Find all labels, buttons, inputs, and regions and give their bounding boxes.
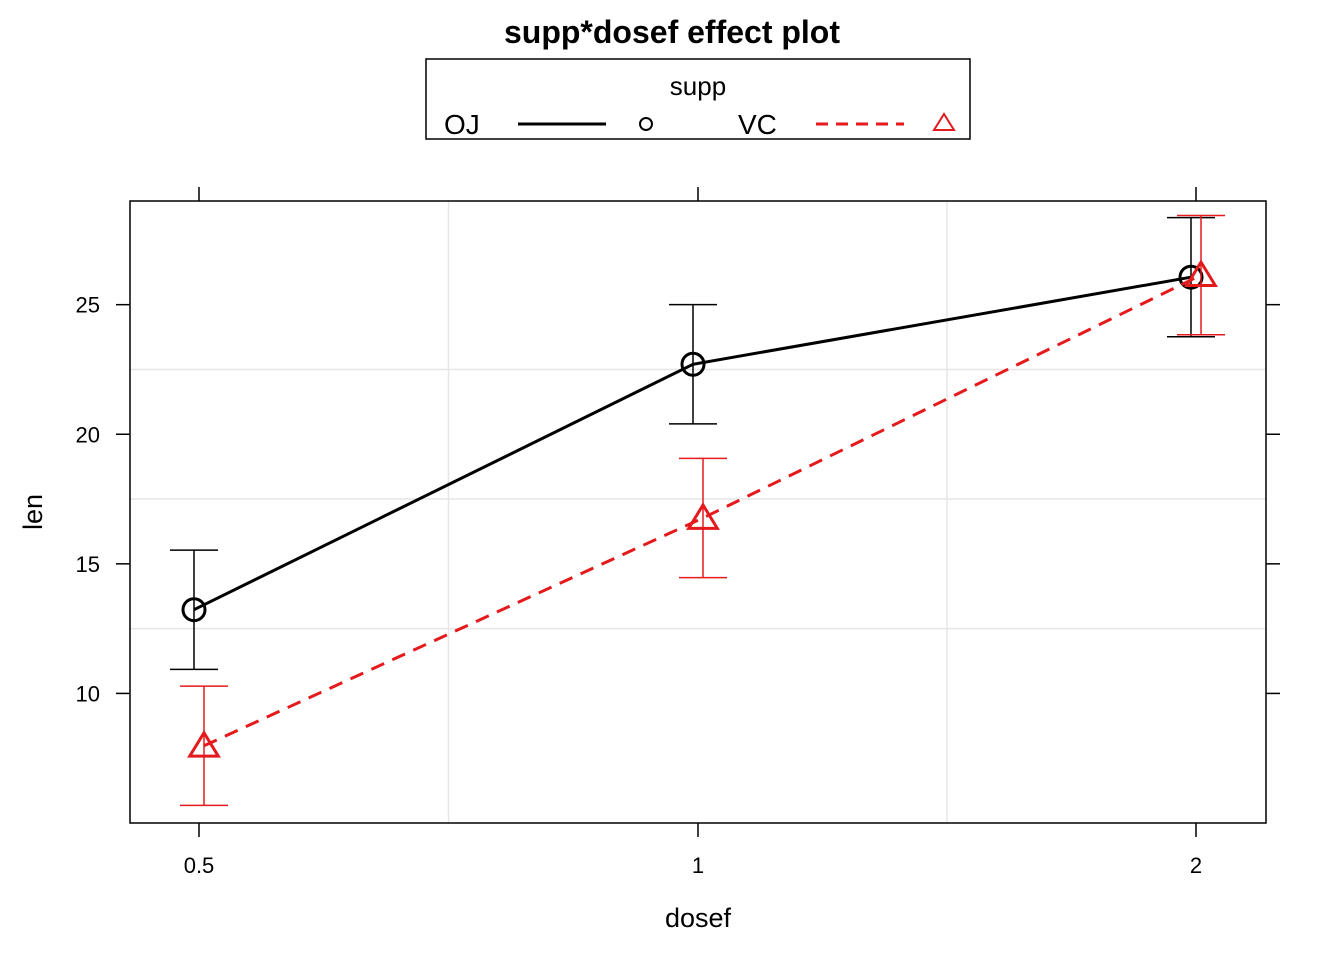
data-point-circle-icon xyxy=(680,351,706,377)
chart-title: supp*dosef effect plot xyxy=(504,14,840,50)
data-point-circle-icon xyxy=(1178,264,1204,290)
data-point-triangle-icon xyxy=(686,502,720,530)
y-tick-label: 10 xyxy=(76,681,100,706)
legend-box xyxy=(425,58,971,140)
data-point-triangle-icon xyxy=(1184,259,1218,288)
x-tick-label: 1 xyxy=(692,853,704,878)
series-vc xyxy=(180,214,1225,807)
series-oj xyxy=(170,216,1215,671)
legend: supp OJ VC xyxy=(425,58,971,140)
legend-marker-vc-triangle-icon xyxy=(932,112,956,131)
data-point-circle-icon xyxy=(181,597,207,623)
axes: 0.5 1 2 10 15 20 25 xyxy=(76,187,1280,878)
y-tick-label: 20 xyxy=(76,422,100,447)
legend-marker-oj-circle-icon xyxy=(639,117,653,131)
legend-title: supp xyxy=(670,71,726,101)
y-axis-label: len xyxy=(18,494,48,530)
legend-label-oj: OJ xyxy=(444,109,480,140)
series-layer xyxy=(170,214,1225,807)
x-tick-label: 2 xyxy=(1190,853,1202,878)
x-tick-label: 0.5 xyxy=(184,853,215,878)
grid xyxy=(130,201,1266,823)
series-line xyxy=(193,275,1192,612)
y-tick-label: 25 xyxy=(76,293,100,318)
data-point-triangle-icon xyxy=(187,729,221,758)
y-tick-label: 15 xyxy=(76,552,100,577)
legend-label-vc: VC xyxy=(738,109,777,140)
x-axis-label: dosef xyxy=(665,903,732,933)
